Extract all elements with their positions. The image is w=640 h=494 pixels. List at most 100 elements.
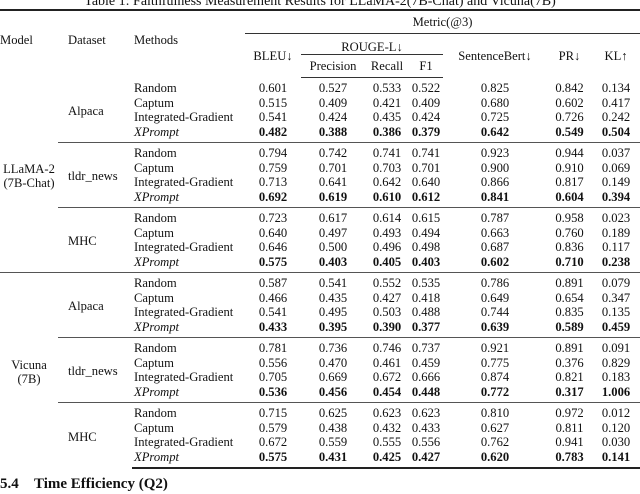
table-row: Captum 0.466 0.435 0.427 0.418 0.649 0.654 0.34… [0, 291, 640, 306]
value-kl: 0.141 [592, 449, 640, 469]
header-f1: F1 [409, 54, 443, 78]
value-bleu: 0.601 [258, 80, 288, 95]
value-rouge-f1: 0.377 [411, 319, 441, 334]
header-bleu: BLEU↓ [253, 48, 293, 63]
value-rouge-recall: 0.435 [372, 110, 402, 124]
method-name: Captum [134, 160, 174, 175]
value-rouge-precision: 0.456 [318, 384, 348, 399]
value-pr: 0.891 [547, 337, 592, 356]
method-name: Captum [134, 420, 174, 435]
value-rouge-recall: 0.496 [372, 240, 402, 254]
value-rouge-precision: 0.619 [318, 189, 348, 204]
value-rouge-f1: 0.612 [411, 189, 441, 204]
header-kl: KL↑ [604, 48, 628, 63]
value-bleu: 0.781 [245, 337, 301, 356]
value-sentencebert: 0.649 [480, 290, 510, 305]
table-row: XPrompt 0.692 0.619 0.610 0.612 0.841 0.604 0.3… [0, 190, 640, 208]
value-rouge-f1: 0.498 [411, 240, 441, 254]
value-bleu: 0.536 [258, 384, 288, 399]
value-rouge-recall: 0.746 [365, 337, 409, 356]
table-row: Captum 0.640 0.497 0.493 0.494 0.663 0.760 0.18… [0, 226, 640, 241]
header-methods: Methods [132, 9, 245, 78]
value-rouge-f1: 0.427 [409, 449, 443, 469]
table-row: tldr_news Random 0.794 0.742 0.741 0.741 0.923… [0, 142, 640, 208]
value-kl: 0.347 [601, 290, 631, 305]
table-row: Integrated-Gradient 0.672 0.559 0.555 0.556 0… [0, 435, 640, 450]
value-rouge-recall: 0.642 [372, 175, 402, 189]
value-rouge-f1: 0.666 [411, 370, 441, 384]
value-bleu: 0.579 [258, 420, 288, 435]
value-rouge-f1: 0.403 [411, 254, 441, 269]
method-name: XPrompt [134, 384, 180, 399]
value-rouge-recall: 0.454 [372, 384, 402, 399]
method-name: Captum [134, 355, 174, 370]
value-bleu: 0.515 [258, 95, 288, 110]
value-rouge-precision: 0.470 [318, 355, 348, 370]
dataset-name: MHC [58, 207, 132, 273]
value-bleu: 0.705 [258, 370, 288, 384]
method-name: Random [132, 337, 245, 356]
value-sentencebert: 0.825 [480, 80, 510, 95]
value-rouge-f1: 0.640 [411, 175, 441, 189]
value-rouge-f1: 0.433 [411, 420, 441, 435]
value-kl: 0.238 [601, 254, 631, 269]
section-title: Time Efficiency (Q2) [34, 476, 168, 492]
value-pr: 0.783 [547, 449, 592, 469]
value-rouge-f1: 0.535 [409, 272, 443, 291]
value-bleu: 0.587 [245, 272, 301, 291]
value-kl: 0.135 [601, 305, 631, 319]
value-pr: 0.941 [555, 435, 584, 449]
value-bleu: 0.672 [258, 435, 288, 449]
value-kl: 0.120 [601, 420, 631, 435]
value-rouge-f1: 0.459 [411, 355, 441, 370]
value-kl: 0.459 [601, 319, 631, 334]
header-model: Model [0, 9, 58, 78]
value-rouge-precision: 0.495 [318, 305, 348, 319]
table-row: MHC Random 0.723 0.617 0.614 0.615 0.787 0.958 0… [0, 207, 640, 273]
table-row: tldr_news Random 0.781 0.736 0.746 0.737 0.921… [0, 337, 640, 403]
value-rouge-recall: 0.493 [372, 225, 402, 240]
value-kl: 0.189 [601, 225, 631, 240]
method-name: XPrompt [134, 189, 180, 204]
value-kl: 0.504 [601, 124, 631, 139]
value-rouge-recall: 0.427 [372, 290, 402, 305]
value-sentencebert: 0.744 [480, 305, 510, 319]
value-sentencebert: 0.866 [480, 175, 510, 189]
value-pr: 0.760 [555, 225, 584, 240]
value-pr: 0.835 [555, 305, 584, 319]
value-rouge-recall: 0.503 [372, 305, 402, 319]
value-kl: 0.417 [601, 95, 631, 110]
dataset-name: Alpaca [68, 104, 104, 118]
model-name: Vicuna (7B) [0, 272, 58, 468]
value-rouge-recall: 0.425 [365, 449, 409, 469]
value-bleu: 0.433 [258, 319, 288, 334]
section-heading: 5.4 Time Efficiency (Q2) [0, 476, 168, 493]
value-rouge-precision: 0.438 [318, 420, 348, 435]
value-sentencebert: 0.725 [480, 110, 510, 124]
value-rouge-f1: 0.615 [409, 207, 443, 226]
value-rouge-f1: 0.556 [411, 435, 441, 449]
value-bleu: 0.556 [258, 355, 288, 370]
value-bleu: 0.715 [245, 402, 301, 421]
table-row: XPrompt 0.482 0.388 0.386 0.379 0.642 0.549 0.5… [0, 125, 640, 143]
value-rouge-precision: 0.527 [318, 81, 348, 95]
value-bleu: 0.466 [258, 290, 288, 305]
value-sentencebert: 0.787 [443, 207, 547, 226]
value-pr: 0.726 [555, 110, 584, 124]
method-name: Integrated-Gradient [134, 435, 234, 449]
value-pr: 0.604 [555, 189, 584, 204]
value-sentencebert: 0.627 [480, 420, 510, 435]
value-kl: 0.394 [601, 189, 631, 204]
table-row: Captum 0.759 0.701 0.703 0.701 0.900 0.910 0.06… [0, 161, 640, 176]
value-rouge-precision: 0.424 [318, 110, 348, 124]
value-rouge-precision: 0.669 [318, 370, 348, 384]
table-row: Captum 0.579 0.438 0.432 0.433 0.627 0.811 0.12… [0, 421, 640, 436]
table-row: Integrated-Gradient 0.705 0.669 0.672 0.666 0… [0, 370, 640, 385]
header-dataset: Dataset [58, 9, 132, 78]
value-bleu: 0.713 [258, 175, 288, 189]
value-rouge-f1: 0.379 [411, 124, 441, 139]
value-sentencebert: 0.772 [480, 384, 510, 399]
value-kl: 0.037 [592, 142, 640, 161]
value-kl: 0.012 [592, 402, 640, 421]
method-name: Integrated-Gradient [134, 240, 234, 254]
